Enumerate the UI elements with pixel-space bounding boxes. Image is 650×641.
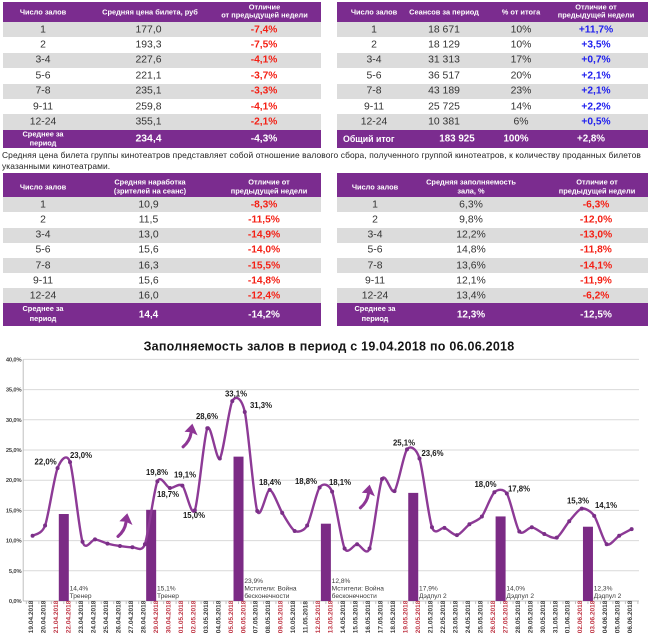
svg-text:15,3%: 15,3% bbox=[567, 497, 589, 506]
svg-text:05.05.2018: 05.05.2018 bbox=[228, 600, 235, 633]
svg-text:02.05.2018: 02.05.2018 bbox=[190, 600, 197, 633]
svg-text:22,0%: 22,0% bbox=[35, 458, 57, 467]
svg-text:25.05.2018: 25.05.2018 bbox=[477, 600, 484, 633]
svg-text:5,0%: 5,0% bbox=[9, 569, 22, 575]
svg-text:31.05.2018: 31.05.2018 bbox=[552, 600, 559, 633]
svg-text:30,0%: 30,0% bbox=[6, 418, 22, 424]
svg-text:25.04.2018: 25.04.2018 bbox=[103, 600, 110, 633]
svg-text:40,0%: 40,0% bbox=[6, 357, 22, 363]
svg-text:05.06.2018: 05.06.2018 bbox=[615, 600, 622, 633]
svg-text:23.05.2018: 23.05.2018 bbox=[452, 600, 459, 633]
svg-text:14.05.2018: 14.05.2018 bbox=[340, 600, 347, 633]
svg-text:03.06.2018: 03.06.2018 bbox=[590, 600, 597, 633]
svg-text:06.05.2018: 06.05.2018 bbox=[240, 600, 247, 633]
svg-text:06.06.2018: 06.06.2018 bbox=[627, 600, 634, 633]
svg-text:28,6%: 28,6% bbox=[196, 412, 218, 421]
svg-text:10.05.2018: 10.05.2018 bbox=[290, 600, 297, 633]
svg-text:0,0%: 0,0% bbox=[9, 599, 22, 605]
svg-text:03.05.2018: 03.05.2018 bbox=[203, 600, 210, 633]
svg-text:22.04.2018: 22.04.2018 bbox=[66, 600, 73, 633]
svg-text:12,3%: 12,3% bbox=[594, 585, 613, 592]
svg-text:04.06.2018: 04.06.2018 bbox=[602, 600, 609, 633]
svg-text:31,3%: 31,3% bbox=[250, 401, 272, 410]
svg-text:16.05.2018: 16.05.2018 bbox=[365, 600, 372, 633]
svg-text:10,0%: 10,0% bbox=[6, 539, 22, 545]
svg-text:24.05.2018: 24.05.2018 bbox=[465, 600, 472, 633]
svg-text:01.06.2018: 01.06.2018 bbox=[565, 600, 572, 633]
svg-text:13.05.2018: 13.05.2018 bbox=[328, 600, 335, 633]
svg-text:18,1%: 18,1% bbox=[329, 478, 351, 487]
svg-text:15,1%: 15,1% bbox=[157, 585, 176, 592]
svg-text:09.05.2018: 09.05.2018 bbox=[278, 600, 285, 633]
svg-text:14,4%: 14,4% bbox=[70, 585, 89, 592]
svg-text:17,9%: 17,9% bbox=[419, 585, 438, 592]
svg-text:29.04.2018: 29.04.2018 bbox=[153, 600, 160, 633]
svg-text:18,0%: 18,0% bbox=[474, 480, 496, 489]
svg-text:20.05.2018: 20.05.2018 bbox=[415, 600, 422, 633]
svg-text:24.04.2018: 24.04.2018 bbox=[91, 600, 98, 633]
svg-text:28.04.2018: 28.04.2018 bbox=[140, 600, 147, 633]
svg-text:28.05.2018: 28.05.2018 bbox=[515, 600, 522, 633]
svg-text:07.05.2018: 07.05.2018 bbox=[253, 600, 260, 633]
svg-text:14,1%: 14,1% bbox=[595, 501, 617, 510]
svg-text:14,0%: 14,0% bbox=[506, 585, 525, 592]
svg-text:20.04.2018: 20.04.2018 bbox=[41, 600, 48, 633]
svg-text:19.05.2018: 19.05.2018 bbox=[403, 600, 410, 633]
svg-text:35,0%: 35,0% bbox=[6, 388, 22, 394]
svg-text:23,0%: 23,0% bbox=[70, 451, 92, 460]
svg-text:19,8%: 19,8% bbox=[146, 468, 168, 477]
svg-text:23,6%: 23,6% bbox=[421, 449, 443, 458]
svg-text:Дэдпул 2: Дэдпул 2 bbox=[594, 593, 622, 600]
svg-text:08.05.2018: 08.05.2018 bbox=[265, 600, 272, 633]
svg-text:Тренер: Тренер bbox=[157, 593, 179, 600]
svg-text:25,1%: 25,1% bbox=[393, 439, 415, 448]
svg-text:27.05.2018: 27.05.2018 bbox=[502, 600, 509, 633]
svg-text:18,8%: 18,8% bbox=[295, 477, 317, 486]
svg-text:27.04.2018: 27.04.2018 bbox=[128, 600, 135, 633]
svg-text:бесконечности: бесконечности bbox=[332, 592, 377, 600]
svg-text:бесконечности: бесконечности bbox=[244, 592, 289, 600]
svg-text:29.05.2018: 29.05.2018 bbox=[527, 600, 534, 633]
svg-text:Дэдпул 2: Дэдпул 2 bbox=[506, 593, 534, 600]
svg-text:12.05.2018: 12.05.2018 bbox=[315, 600, 322, 633]
svg-text:12,8%: 12,8% bbox=[332, 578, 351, 585]
svg-text:15,0%: 15,0% bbox=[6, 508, 22, 514]
svg-text:18,7%: 18,7% bbox=[157, 490, 179, 499]
svg-text:11.05.2018: 11.05.2018 bbox=[303, 601, 310, 634]
svg-text:18.05.2018: 18.05.2018 bbox=[390, 600, 397, 633]
svg-text:23.04.2018: 23.04.2018 bbox=[78, 600, 85, 633]
svg-text:18,4%: 18,4% bbox=[259, 478, 281, 487]
svg-text:26.05.2018: 26.05.2018 bbox=[490, 600, 497, 633]
svg-text:30.05.2018: 30.05.2018 bbox=[540, 600, 547, 633]
svg-text:15.05.2018: 15.05.2018 bbox=[353, 600, 360, 633]
svg-text:Тренер: Тренер bbox=[70, 593, 92, 600]
svg-text:Мстители: Война: Мстители: Война bbox=[332, 584, 385, 592]
svg-text:Заполняемость залов в период с: Заполняемость залов в период с 19.04.201… bbox=[144, 340, 515, 354]
svg-text:19.04.2018: 19.04.2018 bbox=[28, 600, 35, 633]
svg-text:21.05.2018: 21.05.2018 bbox=[427, 600, 434, 633]
svg-text:02.06.2018: 02.06.2018 bbox=[577, 600, 584, 633]
svg-text:33,1%: 33,1% bbox=[225, 390, 247, 399]
svg-text:23,9%: 23,9% bbox=[244, 578, 263, 585]
svg-text:26.04.2018: 26.04.2018 bbox=[115, 600, 122, 633]
svg-text:04.05.2018: 04.05.2018 bbox=[215, 600, 222, 633]
svg-text:15,0%: 15,0% bbox=[183, 511, 205, 520]
svg-text:17.05.2018: 17.05.2018 bbox=[378, 600, 385, 633]
svg-text:30.04.2018: 30.04.2018 bbox=[165, 600, 172, 633]
svg-text:01.05.2018: 01.05.2018 bbox=[178, 600, 185, 633]
svg-text:17,8%: 17,8% bbox=[508, 485, 530, 494]
svg-text:22.05.2018: 22.05.2018 bbox=[440, 600, 447, 633]
svg-text:Дэдпул 2: Дэдпул 2 bbox=[419, 593, 447, 600]
svg-text:25,0%: 25,0% bbox=[6, 448, 22, 454]
svg-text:20,0%: 20,0% bbox=[6, 478, 22, 484]
svg-text:Мстители: Война: Мстители: Война bbox=[244, 584, 297, 592]
svg-text:19,1%: 19,1% bbox=[174, 471, 196, 480]
svg-text:21.04.2018: 21.04.2018 bbox=[53, 600, 60, 633]
